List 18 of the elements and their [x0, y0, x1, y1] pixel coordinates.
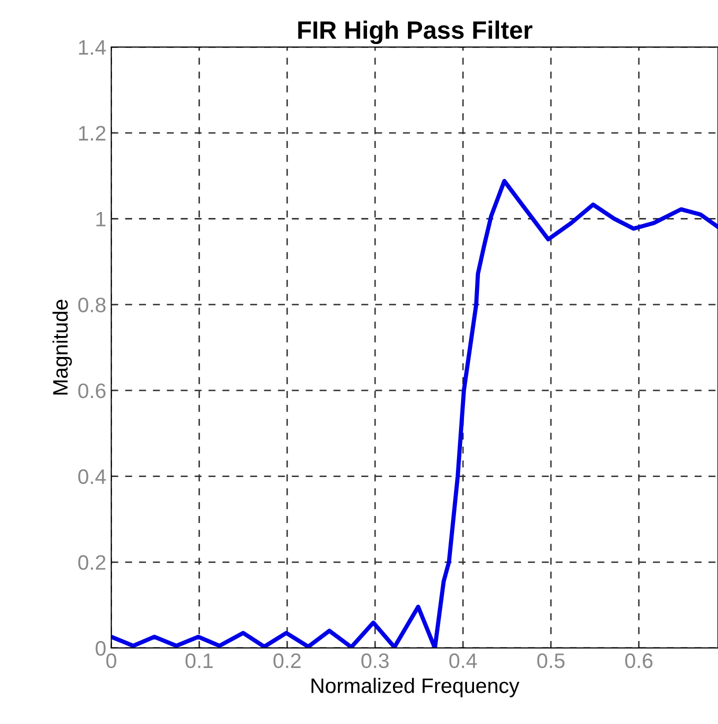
y-axis-title: Magnitude — [52, 300, 72, 394]
y-tick-label: 0.2 — [78, 555, 106, 570]
x-tick-label: 0.3 — [361, 653, 389, 668]
y-tick-label: 1.4 — [79, 40, 106, 55]
chart-title: FIR High Pass Filter — [298, 20, 532, 44]
x-tick-label: 0.6 — [625, 653, 652, 668]
x-axis-title: Normalized Frequency — [312, 678, 520, 698]
x-tick-label: 0 — [106, 653, 116, 668]
y-tick-label: 0.8 — [78, 298, 106, 312]
y-tick-label: 1 — [96, 212, 106, 226]
y-tick-label: 0.4 — [78, 469, 106, 484]
x-tick-label: 0.5 — [537, 653, 565, 668]
x-tick-label: 0.1 — [186, 653, 213, 668]
x-tick-label: 0.4 — [449, 653, 477, 668]
y-tick-label: 1.2 — [79, 126, 106, 140]
y-tick-label: 0 — [96, 640, 106, 656]
y-tick-label: 0.6 — [78, 383, 106, 398]
x-tick-label: 0.2 — [273, 653, 301, 668]
